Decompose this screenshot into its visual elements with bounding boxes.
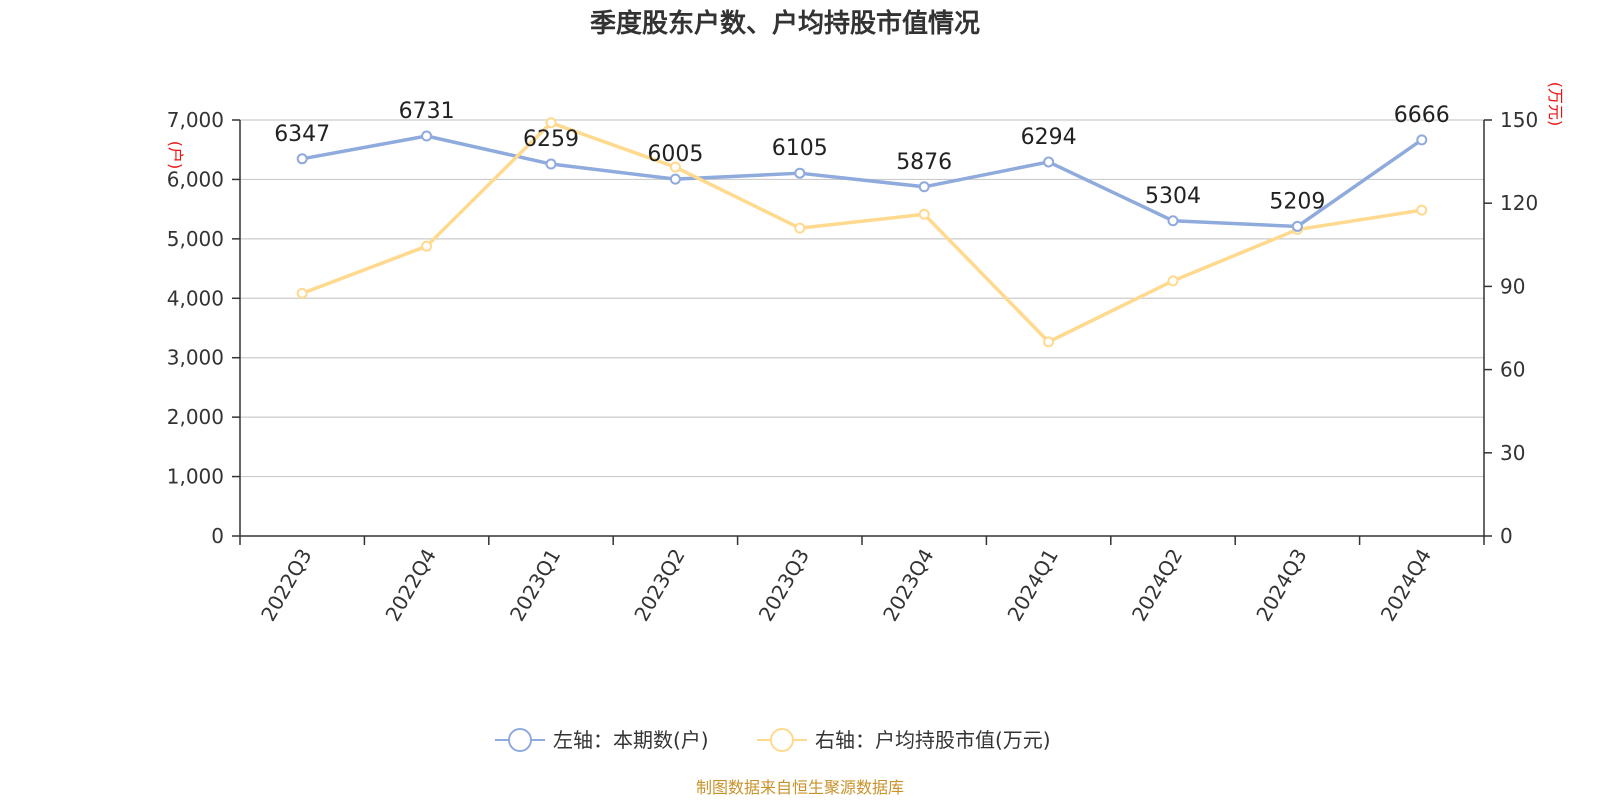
source-note: 制图数据来自恒生聚源数据库 <box>696 778 904 797</box>
data-labels: 6347 6731 6259 6005 6105 5876 6294 5304 5209 6666 <box>274 99 1450 214</box>
left-tick-label: 1,000 <box>167 465 224 489</box>
data-point-left <box>296 153 308 165</box>
data-point-right <box>918 208 930 220</box>
x-axis-ticks: 2022Q3 2022Q4 2023Q1 2023Q2 2023Q3 2023Q4 2024… <box>239 536 1485 626</box>
legend-marker <box>770 728 794 752</box>
data-label: 6666 <box>1394 103 1450 128</box>
legend-item-left: 左轴：本期数(户) <box>495 728 709 752</box>
series-layer <box>296 117 1428 348</box>
data-label: 5304 <box>1145 184 1201 209</box>
series-line-right <box>300 121 1424 344</box>
left-tick-label: 0 <box>211 524 224 548</box>
right-axis-unit: (万元) <box>1546 82 1565 127</box>
legend-label: 右轴：户均持股市值(万元) <box>815 728 1051 752</box>
data-label: 6731 <box>399 99 455 124</box>
right-tick-label: 90 <box>1500 274 1525 298</box>
x-tick-label: 2022Q3 <box>256 545 316 626</box>
x-tick-label: 2024Q4 <box>1376 545 1436 626</box>
right-tick-label: 30 <box>1500 441 1525 465</box>
legend-label: 左轴：本期数(户) <box>553 728 709 752</box>
data-point-right <box>1416 204 1428 216</box>
left-tick-label: 2,000 <box>167 405 224 429</box>
data-point-left <box>421 130 433 142</box>
right-tick-label: 120 <box>1500 191 1538 215</box>
data-point-left <box>794 167 806 179</box>
data-point-right <box>421 240 433 252</box>
right-tick-label: 60 <box>1500 358 1525 382</box>
data-label: 5209 <box>1269 189 1325 214</box>
right-axis-ticks: 0 30 60 90 120 150 <box>1484 108 1538 548</box>
legend-item-right: 右轴：户均持股市值(万元) <box>757 728 1051 752</box>
data-point-right <box>296 287 308 299</box>
legend: 左轴：本期数(户) 右轴：户均持股市值(万元) <box>495 728 1051 752</box>
right-tick-label: 0 <box>1500 524 1513 548</box>
legend-marker <box>508 728 532 752</box>
left-axis-ticks: 0 1,000 2,000 3,000 4,000 5,000 6,000 7,000 <box>167 108 240 548</box>
data-point-left <box>1416 134 1428 146</box>
data-point-left <box>1043 156 1055 168</box>
left-tick-label: 5,000 <box>167 227 224 251</box>
data-point-right <box>1167 275 1179 287</box>
data-point-left <box>669 173 681 185</box>
data-label: 6005 <box>647 142 703 167</box>
x-tick-label: 2023Q1 <box>505 545 565 626</box>
left-tick-label: 4,000 <box>167 286 224 310</box>
right-tick-label: 150 <box>1500 108 1538 132</box>
data-point-left <box>545 158 557 170</box>
x-tick-label: 2023Q3 <box>754 545 814 626</box>
data-point-right <box>794 222 806 234</box>
data-point-right <box>669 161 681 173</box>
series-line-left <box>300 134 1424 229</box>
x-tick-label: 2024Q1 <box>1002 545 1062 626</box>
left-axis-unit: (户) <box>166 141 185 170</box>
x-tick-label: 2022Q4 <box>380 545 440 626</box>
chart-title: 季度股东户数、户均持股市值情况 <box>590 8 980 39</box>
x-tick-label: 2023Q2 <box>629 545 689 626</box>
left-tick-label: 6,000 <box>167 167 224 191</box>
data-point-right <box>1043 336 1055 348</box>
data-point-left <box>1167 215 1179 227</box>
data-label: 6347 <box>274 122 330 147</box>
left-tick-label: 7,000 <box>167 108 224 132</box>
axes <box>239 120 1485 537</box>
data-label: 6259 <box>523 127 579 152</box>
x-tick-label: 2023Q4 <box>878 545 938 626</box>
left-tick-label: 3,000 <box>167 346 224 370</box>
data-label: 6294 <box>1021 125 1077 150</box>
data-point-left <box>1291 220 1303 232</box>
x-tick-label: 2024Q2 <box>1127 545 1187 626</box>
grid-lines <box>240 119 1484 478</box>
x-tick-label: 2024Q3 <box>1251 545 1311 626</box>
data-label: 5876 <box>896 150 952 175</box>
data-point-right <box>545 117 557 129</box>
data-label: 6105 <box>772 136 828 161</box>
data-point-left <box>918 181 930 193</box>
